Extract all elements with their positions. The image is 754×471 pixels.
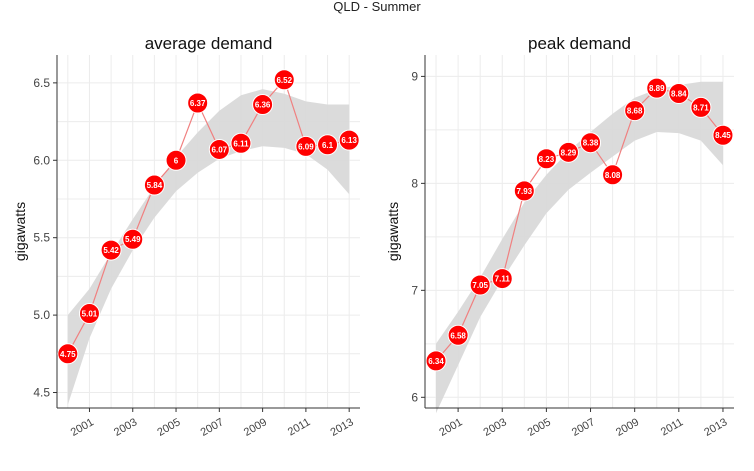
data-label: 8.68: [627, 107, 643, 116]
data-label: 7.93: [517, 187, 533, 196]
x-tick-label: 2009: [614, 416, 641, 439]
data-label: 8.89: [649, 84, 665, 93]
data-label: 8.38: [583, 139, 599, 148]
x-tick-label: 2005: [155, 416, 182, 439]
chart-title: peak demand: [528, 34, 631, 53]
data-label: 5.84: [147, 181, 163, 190]
data-point: [208, 138, 230, 160]
data-label: 8.08: [605, 171, 621, 180]
figure-title: QLD - Summer: [333, 0, 421, 14]
y-tick-label: 6.0: [33, 153, 50, 167]
data-point: [690, 96, 712, 118]
data-point: [57, 343, 79, 365]
data-point: [187, 92, 209, 114]
chart-title: average demand: [145, 34, 273, 53]
x-tick-label: 2005: [526, 416, 553, 439]
data-label: 8.84: [671, 90, 687, 99]
y-tick-label: 6.5: [33, 76, 50, 90]
data-label: 6.36: [255, 101, 271, 110]
data-label: 6.52: [276, 76, 292, 85]
data-label: 6.58: [450, 331, 466, 340]
data-point: [557, 141, 579, 163]
data-label: 8.23: [539, 155, 555, 164]
y-tick-label: 5.0: [33, 308, 50, 322]
data-label: 8.45: [715, 131, 731, 140]
data-label: 8.29: [561, 148, 577, 157]
data-point: [143, 174, 165, 196]
data-label: 5.01: [82, 310, 98, 319]
y-tick-label: 9: [411, 69, 418, 83]
y-tick-label: 8: [411, 176, 418, 190]
y-axis-label: gigawatts: [12, 202, 28, 261]
x-tick-label: 2003: [482, 416, 509, 439]
x-tick-label: 2001: [437, 416, 464, 439]
data-label: 6: [174, 156, 179, 165]
data-point: [425, 350, 447, 372]
data-label: 6.1: [322, 141, 334, 150]
data-point: [580, 132, 602, 154]
data-label: 8.71: [693, 103, 709, 112]
data-point: [252, 94, 274, 116]
data-point: [295, 135, 317, 157]
data-label: 7.11: [495, 275, 511, 284]
x-tick-label: 2007: [199, 416, 226, 439]
x-tick-label: 2001: [69, 416, 96, 439]
data-point: [535, 148, 557, 170]
data-point: [317, 134, 339, 156]
data-label: 6.37: [190, 99, 206, 108]
data-point: [712, 124, 734, 146]
data-point: [100, 239, 122, 261]
data-point: [273, 69, 295, 91]
data-label: 6.11: [233, 139, 249, 148]
data-point: [624, 100, 646, 122]
data-point: [338, 129, 360, 151]
x-tick-label: 2003: [112, 416, 139, 439]
data-point: [668, 83, 690, 105]
x-tick-label: 2013: [328, 416, 355, 439]
data-point: [230, 132, 252, 154]
data-point: [78, 303, 100, 325]
x-tick-label: 2013: [702, 416, 729, 439]
average-demand-chart: 4.5 5.0 5.5 6.0 6.5 2001 2003 2005 2007 2009 2011 2…: [12, 34, 360, 439]
data-label: 5.42: [103, 246, 119, 255]
data-point: [469, 274, 491, 296]
y-axis-label: gigawatts: [385, 202, 401, 261]
data-point: [122, 228, 144, 250]
peak-demand-chart: 6 7 8 9 2001 2003 2005 2007 2009 2011 2013 peak dem…: [385, 34, 734, 439]
x-tick-label: 2011: [659, 416, 685, 438]
confidence-band: [67, 89, 350, 405]
data-label: 4.75: [60, 350, 76, 359]
data-point: [447, 324, 469, 346]
x-tick-label: 2007: [570, 416, 597, 439]
x-tick-label: 2011: [286, 416, 312, 438]
data-label: 6.13: [341, 136, 357, 145]
data-label: 6.07: [212, 145, 228, 154]
data-point: [602, 164, 624, 186]
data-label: 7.05: [472, 281, 488, 290]
data-point: [646, 77, 668, 99]
data-label: 6.34: [428, 357, 444, 366]
data-label: 5.49: [125, 235, 141, 244]
data-point: [513, 180, 535, 202]
data-point: [165, 149, 187, 171]
data-label: 6.09: [298, 142, 314, 151]
y-tick-label: 7: [411, 283, 418, 297]
y-tick-label: 4.5: [33, 386, 50, 400]
y-tick-label: 6: [411, 390, 418, 404]
x-tick-label: 2009: [242, 416, 269, 439]
y-tick-label: 5.5: [33, 231, 50, 245]
data-point: [491, 268, 513, 290]
